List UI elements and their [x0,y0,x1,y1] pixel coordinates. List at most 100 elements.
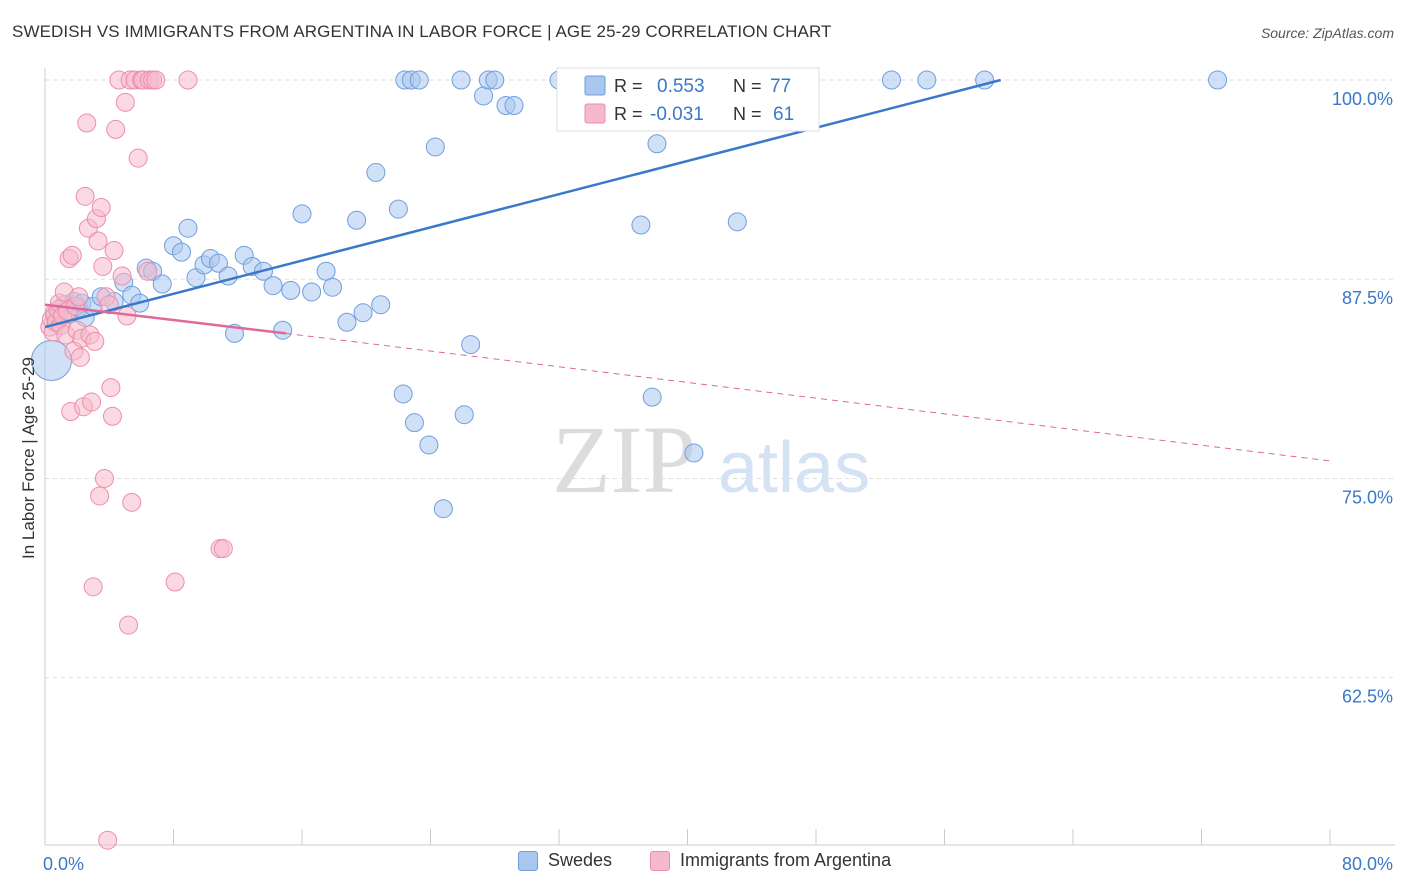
trend-lines [44,78,1331,462]
legend-r-label-swedes: R = [614,76,643,96]
point-argentina-31 [90,486,110,506]
point-swedes-32 [281,280,301,300]
point-swedes-42 [388,199,408,219]
point-swedes-47 [404,413,424,433]
grid-lines [45,79,1395,679]
point-swedes-37 [337,312,357,332]
point-swedes-49 [425,137,445,157]
bottom-legend-label-swedes: Swedes [548,850,613,870]
point-swedes-64 [642,387,662,407]
point-argentina-47 [119,615,139,635]
point-swedes-58 [504,96,524,115]
point-swedes-20 [178,218,198,238]
y-tick-label-3: 62.5% [1342,687,1393,707]
point-argentina-14 [62,245,82,265]
point-swedes-46 [409,70,429,90]
legend-r-label-argentina: R = [614,104,643,124]
y-tick-label-0: 100.0% [1332,89,1393,109]
data-points [30,70,1228,850]
point-swedes-19 [172,242,192,262]
point-argentina-22 [75,186,95,206]
point-argentina-50 [128,148,148,168]
point-argentina-26 [82,392,102,412]
point-swedes-73 [881,70,901,90]
point-argentina-32 [91,198,111,217]
point-swedes-36 [323,277,343,297]
point-argentina-58 [178,70,198,90]
point-argentina-39 [102,406,122,426]
point-argentina-28 [85,331,105,351]
bottom-legend-item-swedes: Swedes [518,850,612,871]
bottom-legend: Swedes Immigrants from Argentina [0,850,1406,880]
point-argentina-41 [106,119,126,139]
point-swedes-34 [302,282,322,302]
legend-n-label-argentina: N = [733,104,762,124]
legend-n-value-argentina: 61 [773,104,794,125]
point-swedes-40 [366,162,386,182]
point-swedes-31 [273,320,293,340]
bottom-legend-swatch-argentina [650,850,670,871]
point-swedes-65 [647,134,667,154]
x-tick-label-1: 80.0% [1342,854,1393,874]
point-swedes-53 [461,335,481,355]
watermark-atlas: atlas [718,428,870,508]
point-argentina-40 [104,241,124,261]
point-argentina-36 [98,830,118,850]
point-argentina-34 [94,468,114,488]
point-swedes-74 [917,70,937,90]
point-argentina-60 [213,539,233,559]
point-argentina-53 [138,261,158,281]
legend-swatch-argentina [584,103,606,124]
point-swedes-67 [684,443,704,463]
point-swedes-17 [152,274,172,294]
trend-line-swedes [44,78,1002,329]
chart-title: SWEDISH VS IMMIGRANTS FROM ARGENTINA IN … [12,22,832,41]
tick-labels: 100.0% 87.5% 75.0% 62.5% 0.0% 80.0% [43,89,1393,874]
point-argentina-56 [146,70,166,90]
bottom-legend-swatch-swedes [518,850,538,871]
axes [44,68,1395,846]
legend-n-label-swedes: N = [733,76,762,96]
bottom-legend-item-argentina: Immigrants from Argentina [650,850,891,871]
point-argentina-48 [122,492,142,512]
point-swedes-54 [474,86,494,106]
point-swedes-39 [353,303,373,323]
point-swedes-48 [419,435,439,455]
trend-line-argentina [44,303,287,335]
point-argentina-23 [77,113,97,133]
point-swedes-30 [263,276,283,296]
y-tick-label-2: 75.0% [1342,487,1393,507]
point-argentina-38 [101,378,121,398]
watermark: ZIP atlas [552,406,870,513]
point-swedes-43 [393,384,413,404]
legend-n-value-swedes: 77 [770,76,791,97]
point-argentina-33 [93,256,113,276]
point-swedes-51 [451,70,471,90]
point-swedes-76 [1208,70,1228,90]
point-argentina-43 [112,266,132,286]
point-swedes-63 [631,215,651,235]
point-swedes-52 [454,405,474,425]
point-swedes-33 [292,204,312,224]
point-swedes-35 [316,261,336,281]
point-swedes-38 [347,210,367,230]
point-argentina-19 [70,347,90,367]
y-tick-label-1: 87.5% [1342,288,1393,308]
watermark-zip: ZIP [552,406,696,513]
point-argentina-44 [115,92,135,112]
x-tick-label-0: 0.0% [43,854,84,874]
point-argentina-27 [83,577,103,597]
point-swedes-24 [208,253,228,273]
source-label: Source: ZipAtlas.com [1260,25,1394,41]
legend-r-value-swedes: 0.553 [657,76,705,97]
legend-swatch-swedes [584,75,606,96]
point-swedes-70 [727,212,747,232]
legend-r-value-argentina: -0.031 [650,104,704,125]
point-argentina-18 [69,287,89,307]
point-argentina-57 [165,572,185,592]
point-swedes-50 [433,499,453,519]
point-swedes-56 [485,70,505,90]
point-argentina-30 [88,231,108,251]
point-swedes-41 [371,295,391,315]
